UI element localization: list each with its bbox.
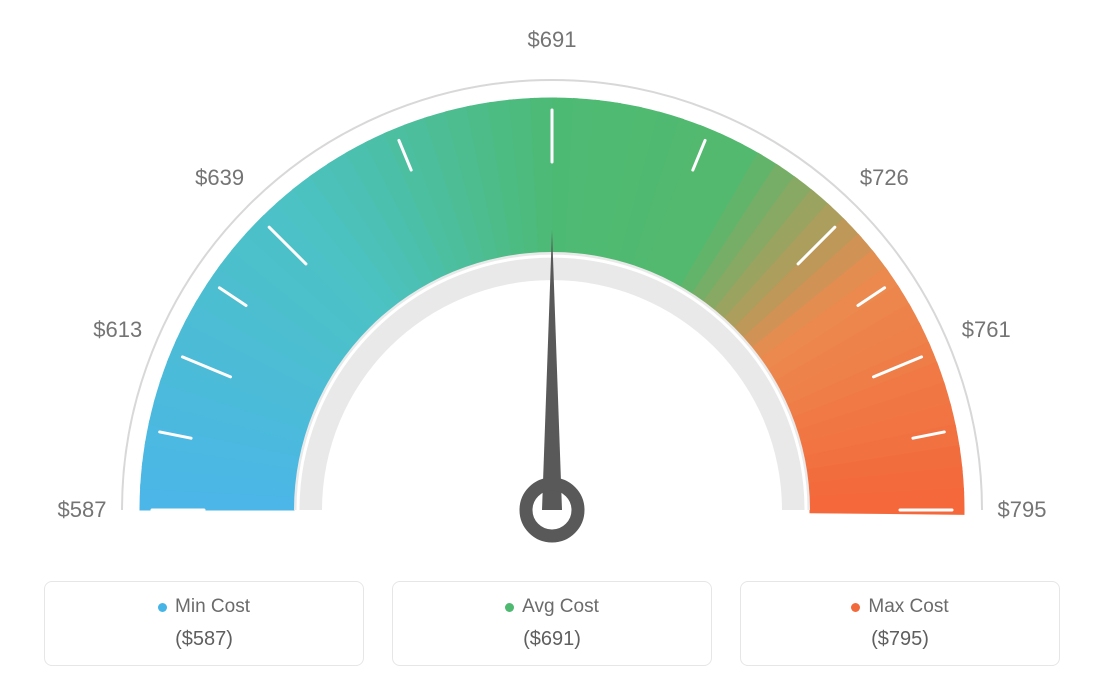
gauge-tick-label: $691 — [528, 27, 577, 53]
legend-avg-label: Avg Cost — [522, 596, 599, 618]
legend-card-min: Min Cost ($587) — [44, 581, 364, 666]
legend-min-value: ($587) — [45, 628, 363, 651]
legend-row: Min Cost ($587) Avg Cost ($691) Max Cost… — [0, 581, 1104, 666]
legend-avg-value: ($691) — [393, 628, 711, 651]
gauge-area: $587 $613 $639 $691 $726 $761 $795 — [0, 0, 1104, 560]
gauge-svg — [0, 0, 1104, 560]
gauge-tick-label: $639 — [195, 165, 244, 191]
legend-min-top: Min Cost — [45, 596, 363, 618]
legend-avg-top: Avg Cost — [393, 596, 711, 618]
legend-card-max: Max Cost ($795) — [740, 581, 1060, 666]
gauge-tick-label: $613 — [93, 317, 142, 343]
cost-gauge-chart: { "gauge": { "type": "gauge", "min_value… — [0, 0, 1104, 690]
gauge-tick-label: $761 — [962, 317, 1011, 343]
dot-avg — [505, 603, 514, 612]
gauge-tick-label: $795 — [998, 497, 1047, 523]
legend-max-top: Max Cost — [741, 596, 1059, 618]
legend-max-value: ($795) — [741, 628, 1059, 651]
legend-min-label: Min Cost — [175, 596, 250, 618]
gauge-tick-label: $726 — [860, 165, 909, 191]
dot-min — [158, 603, 167, 612]
legend-card-avg: Avg Cost ($691) — [392, 581, 712, 666]
dot-max — [851, 603, 860, 612]
legend-max-label: Max Cost — [868, 596, 948, 618]
gauge-tick-label: $587 — [58, 497, 107, 523]
